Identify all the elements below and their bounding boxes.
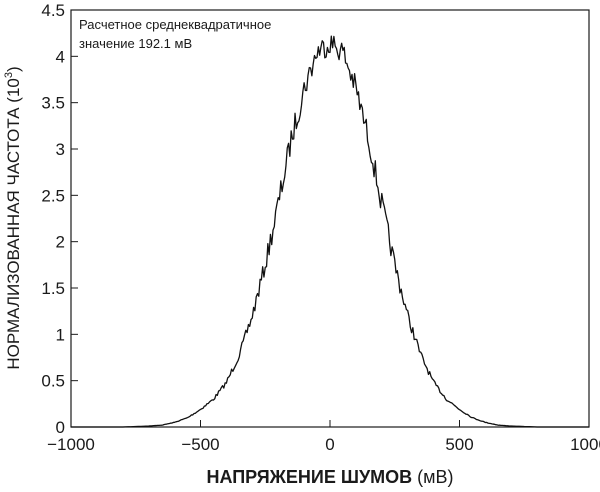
y-axis-label-end: ) xyxy=(4,66,23,72)
y-tick-label: 0.5 xyxy=(41,372,65,391)
x-tick-label: −500 xyxy=(181,435,219,454)
y-tick-label: 2 xyxy=(56,233,65,252)
y-tick-label: 1.5 xyxy=(41,279,65,298)
x-tick-label: 1000 xyxy=(570,435,600,454)
y-tick-label: 1 xyxy=(56,325,65,344)
y-tick-label: 2.5 xyxy=(41,186,65,205)
y-tick-label: 0 xyxy=(56,418,65,437)
y-tick-label: 3.5 xyxy=(41,94,65,113)
x-tick-label: 500 xyxy=(445,435,473,454)
x-tick-label: 0 xyxy=(325,435,334,454)
y-axis: 0 0.5 1 1.5 2 2.5 3 3.5 4 4.5 xyxy=(41,1,78,437)
plot-frame xyxy=(70,9,590,428)
y-axis-label-superscript: 3 xyxy=(3,72,15,78)
x-tick-label: −1000 xyxy=(47,435,95,454)
x-axis-label: НАПРЯЖЕНИЕ ШУМОВ (мВ) xyxy=(206,467,453,487)
x-axis: −1000 −500 0 500 1000 xyxy=(47,420,600,454)
y-tick-label: 4 xyxy=(56,47,65,66)
y-axis-label: НОРМАЛИЗОВАННАЯ ЧАСТОТА (103) xyxy=(3,66,23,369)
annotation-line-2: значение 192.1 мВ xyxy=(79,36,192,51)
x-axis-label-main: НАПРЯЖЕНИЕ ШУМОВ xyxy=(206,467,412,487)
x-axis-label-unit: (мВ) xyxy=(412,467,453,487)
y-axis-label-main: НОРМАЛИЗОВАННАЯ ЧАСТОТА (10 xyxy=(4,78,23,370)
annotation-line-1: Расчетное среднеквадратичное xyxy=(79,17,271,32)
series-layer xyxy=(71,35,589,428)
y-tick-label: 4.5 xyxy=(41,1,65,20)
series-line xyxy=(71,35,589,428)
y-tick-label: 3 xyxy=(56,140,65,159)
